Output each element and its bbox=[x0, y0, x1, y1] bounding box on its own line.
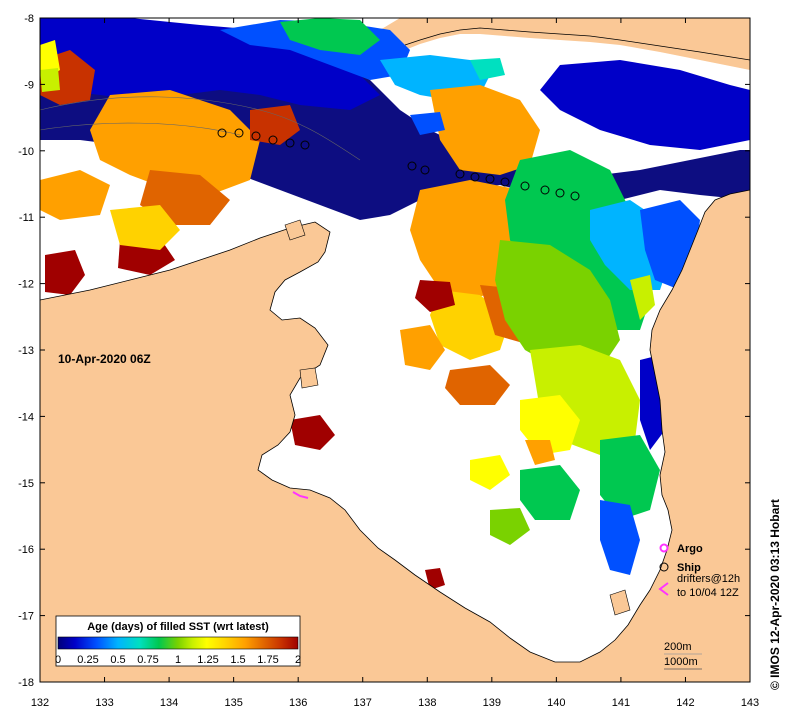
timestamp-label: 10-Apr-2020 06Z bbox=[58, 352, 151, 366]
colorbar-tick-label: 0.75 bbox=[137, 654, 158, 666]
depth-200-label: 200m bbox=[664, 641, 692, 653]
x-tick-label: 137 bbox=[354, 697, 372, 709]
colorbar-tick-label: 0 bbox=[55, 654, 61, 666]
y-tick-label: -8 bbox=[24, 13, 34, 25]
ship-position bbox=[540, 185, 550, 195]
x-tick-label: 140 bbox=[547, 697, 565, 709]
colorbar-tick-label: 1.75 bbox=[257, 654, 278, 666]
credit-label: © IMOS 12-Apr-2020 03:13 Hobart bbox=[768, 499, 782, 690]
y-tick-label: -18 bbox=[18, 677, 34, 689]
ship-track bbox=[217, 128, 580, 201]
ship-position bbox=[520, 181, 530, 191]
drifter-symbol bbox=[658, 582, 669, 596]
y-axis: -8 -9 -10 -11 -12 -13 -14 -15 -16 -17 -18 bbox=[18, 13, 750, 689]
colorbar-tick-label: 1 bbox=[175, 654, 181, 666]
coastline-north bbox=[404, 27, 750, 61]
ship-position bbox=[217, 128, 227, 138]
y-tick-label: -11 bbox=[19, 212, 34, 224]
colorbar-ramp bbox=[57, 636, 299, 650]
ship-position bbox=[420, 165, 430, 175]
drifter-track bbox=[292, 491, 309, 499]
islands bbox=[284, 219, 631, 616]
ship-position bbox=[470, 172, 480, 182]
colorbar-title: Age (days) of filled SST (wrt latest) bbox=[87, 621, 269, 633]
ship-position bbox=[285, 138, 295, 148]
ship-position bbox=[251, 131, 261, 141]
ship-symbol bbox=[659, 562, 669, 572]
ship-position bbox=[300, 140, 310, 150]
ship-position bbox=[268, 135, 278, 145]
x-tick-label: 138 bbox=[418, 697, 436, 709]
ship-position bbox=[455, 169, 465, 179]
colorbar-tick-label: 0.5 bbox=[110, 654, 125, 666]
sst-age-field bbox=[40, 18, 750, 590]
depth-legend: 200m 1000m bbox=[664, 641, 702, 670]
colorbar-tick-label: 1.5 bbox=[230, 654, 245, 666]
colorbar-tick-label: 2 bbox=[295, 654, 301, 666]
y-tick-label: -14 bbox=[18, 411, 34, 423]
y-tick-label: -15 bbox=[18, 478, 34, 490]
y-tick-label: -12 bbox=[18, 279, 34, 291]
x-tick-label: 136 bbox=[289, 697, 307, 709]
colorbar-tick-label: 1.25 bbox=[197, 654, 218, 666]
ship-position bbox=[234, 128, 244, 138]
x-tick-label: 143 bbox=[741, 697, 759, 709]
colorbar-tick-label: 0.25 bbox=[77, 654, 98, 666]
ship-position bbox=[500, 177, 510, 187]
colorbar-ticks: 0 0.25 0.5 0.75 1 1.25 1.5 1.75 2 bbox=[55, 654, 301, 666]
x-tick-label: 142 bbox=[676, 697, 694, 709]
argo-label: Argo bbox=[677, 543, 703, 555]
x-tick-label: 135 bbox=[224, 697, 242, 709]
depth-1000-label: 1000m bbox=[664, 656, 698, 668]
ship-label: Ship bbox=[677, 562, 701, 574]
drifters-label-1: drifters@12h bbox=[677, 573, 740, 585]
x-tick-label: 133 bbox=[95, 697, 113, 709]
symbol-legend: Argo Ship drifters@12h to 10/04 12Z bbox=[658, 543, 740, 599]
x-tick-label: 141 bbox=[612, 697, 630, 709]
x-tick-label: 132 bbox=[31, 697, 49, 709]
x-tick-label: 139 bbox=[483, 697, 501, 709]
depth-contours bbox=[40, 96, 361, 161]
x-axis: 132 133 134 135 136 137 138 139 140 141 142 143 bbox=[31, 18, 759, 709]
y-tick-label: -13 bbox=[18, 345, 34, 357]
ship-position bbox=[485, 174, 495, 184]
map-layers bbox=[40, 18, 750, 682]
y-tick-label: -9 bbox=[24, 79, 34, 91]
ship-position bbox=[407, 161, 417, 171]
land-overlay bbox=[40, 190, 750, 682]
ship-position bbox=[555, 188, 565, 198]
y-tick-label: -16 bbox=[18, 544, 34, 556]
drifters-label-2: to 10/04 12Z bbox=[677, 587, 739, 599]
argo-symbol bbox=[659, 543, 669, 553]
y-tick-label: -17 bbox=[18, 611, 34, 623]
coastline-south bbox=[40, 189, 750, 663]
ship-position bbox=[570, 191, 580, 201]
y-tick-label: -10 bbox=[18, 146, 34, 158]
x-tick-label: 134 bbox=[160, 697, 178, 709]
